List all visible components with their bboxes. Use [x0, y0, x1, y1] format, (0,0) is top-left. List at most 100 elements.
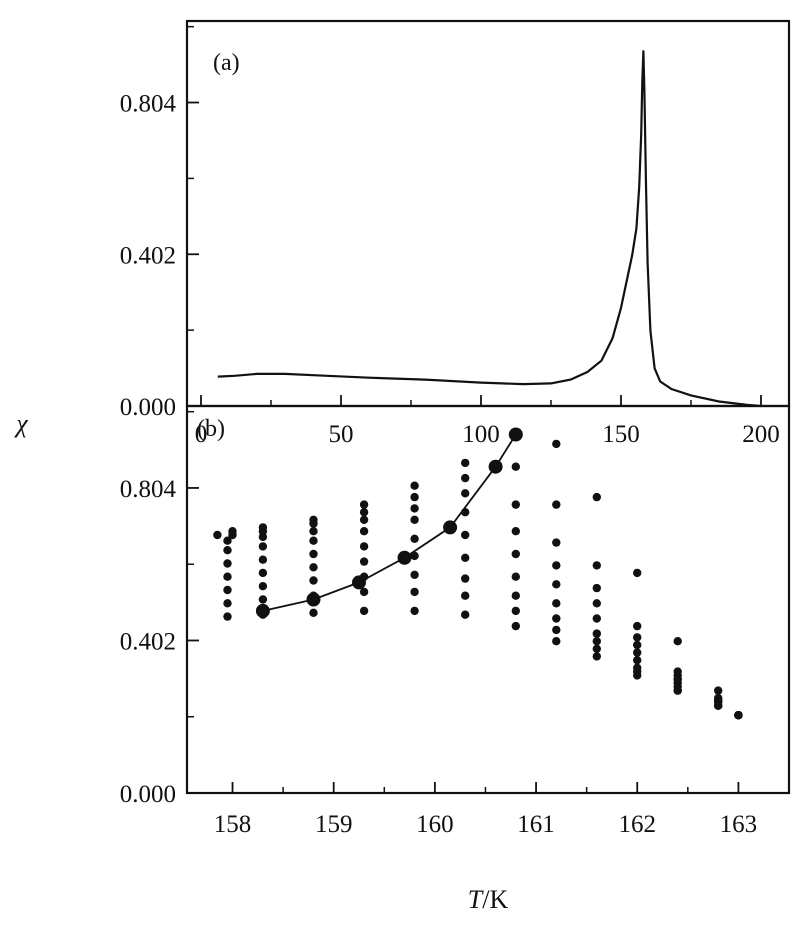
- panel-a-frame: [185, 19, 791, 408]
- panel-b-point: [552, 500, 561, 509]
- panel-a-marks: [217, 50, 762, 408]
- panel-b-point: [258, 555, 268, 564]
- panel-b-point: [309, 608, 318, 617]
- panel-b-point: [461, 473, 470, 483]
- panel-b-point: [410, 606, 419, 616]
- panel-b-point: [309, 515, 318, 524]
- panel-b-point: [633, 633, 642, 642]
- panel-b-point: [359, 557, 369, 566]
- panel-b-point: [223, 612, 232, 621]
- panel-b-point: [410, 587, 419, 597]
- panel-b-point: [359, 587, 369, 597]
- panel-a-y-tick-label: 0.804: [120, 91, 177, 118]
- panel-b-point: [410, 551, 419, 561]
- panel-a-ticks: 0 50 100 150 200 0.000 0.402 0.804: [120, 25, 780, 448]
- panel-b-label: (b): [197, 416, 225, 442]
- panel-b-point: [592, 492, 601, 502]
- panel-b-point: [633, 663, 642, 672]
- panel-b-peak-point: [306, 592, 321, 607]
- panel-b-point: [223, 536, 232, 545]
- panel-b-point: [592, 637, 601, 646]
- panel-b-point: [552, 580, 561, 589]
- panel-b-peak-point: [443, 520, 458, 535]
- panel-b-point: [359, 542, 369, 551]
- panel-b-point: [734, 711, 743, 720]
- panel-b-x-tick-label: 161: [517, 811, 555, 838]
- panel-b-point: [633, 568, 642, 578]
- panel-b-point: [309, 549, 318, 559]
- panel-b-ticks: 158 159 160 161 162 163 0.000 0.402 0.804: [120, 410, 757, 838]
- panel-b-point: [552, 625, 561, 635]
- panel-b-point: [511, 572, 520, 581]
- panel-b-point: [461, 574, 470, 583]
- panel-a-x-tick-label: 50: [329, 421, 354, 448]
- panel-b-point: [258, 523, 268, 532]
- panel-b-point: [552, 599, 561, 608]
- panel-b-point: [552, 538, 561, 547]
- panel-b-point: [359, 508, 369, 517]
- panel-b-point: [552, 439, 561, 449]
- panel-a-x-tick-label: 150: [602, 421, 640, 448]
- panel-b-y-tick-label: 0.402: [120, 628, 176, 655]
- panel-a-y-tick-label: 0.000: [120, 394, 176, 421]
- panel-b-point: [359, 606, 369, 616]
- panel-a-x-tick-label: 0: [195, 421, 208, 448]
- panel-b-point: [511, 591, 520, 600]
- panel-b-point: [309, 563, 318, 572]
- panel-b-point: [223, 585, 232, 595]
- panel-b-x-tick-label: 159: [315, 811, 353, 838]
- panel-b-point: [511, 527, 520, 536]
- panel-b-point: [309, 576, 318, 585]
- panel-b-point: [633, 621, 642, 631]
- panel-b-point: [673, 667, 682, 676]
- panel-b-frame: [185, 404, 791, 795]
- panel-b-point: [258, 595, 268, 604]
- panel-a-x-tick-label: 200: [742, 421, 780, 448]
- panel-b-point: [410, 515, 419, 524]
- panel-b-point: [673, 637, 682, 646]
- panel-b-point: [359, 515, 369, 524]
- x-axis-variable: T: [468, 885, 484, 914]
- panel-b-point: [461, 530, 470, 540]
- panel-b-point: [410, 504, 419, 513]
- x-axis-label: T/K: [468, 885, 509, 914]
- panel-b-point: [592, 644, 601, 653]
- panel-b-point: [228, 527, 237, 536]
- panel-b-peak-line: [262, 434, 517, 612]
- panel-b-marks: [213, 427, 743, 720]
- panel-b-point: [223, 546, 232, 555]
- panel-b-point: [592, 614, 601, 623]
- panel-b-y-tick-label: 0.804: [120, 476, 177, 503]
- panel-b-point: [461, 458, 470, 468]
- panel-b-point: [309, 527, 318, 536]
- panel-b-point: [461, 489, 470, 498]
- panel-b-point: [461, 610, 470, 619]
- panel-b-point: [461, 553, 470, 562]
- panel-b-peak-point: [397, 550, 412, 565]
- panel-b-point: [410, 534, 419, 543]
- panel-b-point: [461, 591, 470, 600]
- panel-b-point: [633, 656, 642, 665]
- panel-b-point: [511, 621, 520, 631]
- panel-b-point: [592, 599, 601, 608]
- panel-b-point: [592, 629, 601, 638]
- panel-a-curve: [217, 50, 762, 408]
- panel-b-point: [223, 599, 232, 608]
- panel-b-point: [592, 561, 601, 570]
- panel-b-x-tick-label: 158: [214, 811, 252, 838]
- panel-a-label: (a): [213, 50, 240, 76]
- panel-b-x-tick-label: 162: [618, 811, 656, 838]
- panel-b-point: [511, 500, 520, 509]
- panel-b-point: [552, 637, 561, 646]
- x-axis-unit: /K: [482, 885, 508, 914]
- panel-b-point: [258, 542, 268, 551]
- panel-b-point: [592, 652, 601, 661]
- panel-b-point: [552, 561, 561, 570]
- panel-b-point: [552, 614, 561, 623]
- panel-a-x-tick-label: 100: [462, 421, 500, 448]
- panel-b-point: [592, 583, 601, 593]
- panel-b-point: [511, 462, 520, 471]
- panel-b-point: [258, 582, 268, 591]
- panel-b-peak-point: [508, 427, 523, 442]
